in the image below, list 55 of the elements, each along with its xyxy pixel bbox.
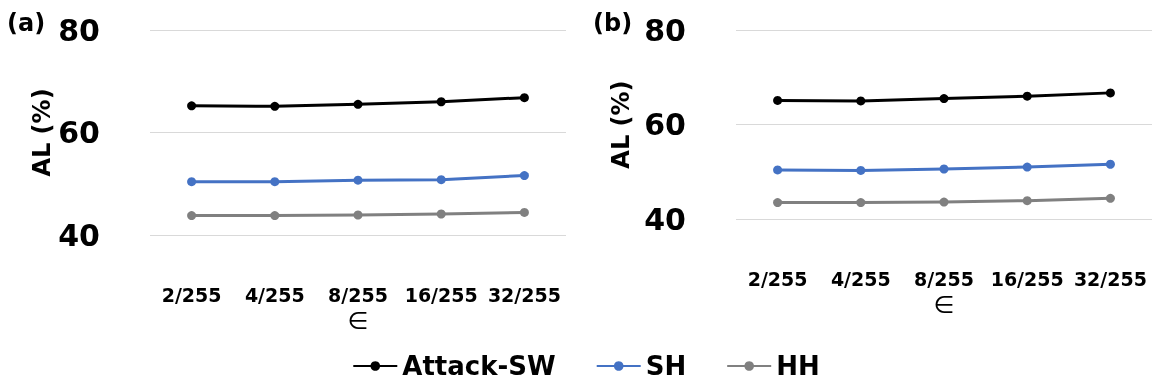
point [1022, 196, 1032, 206]
point [939, 94, 949, 104]
point [1105, 159, 1115, 169]
point [1022, 162, 1032, 172]
x-tick-label: 16/255 [990, 267, 1064, 290]
point [856, 198, 866, 208]
x-axis-title: ∈ [933, 291, 955, 319]
legend-label: Attack-SW [402, 351, 556, 381]
point [773, 198, 783, 208]
point [519, 171, 529, 181]
point [773, 165, 783, 175]
point [519, 93, 529, 103]
point [519, 207, 529, 217]
point [187, 211, 197, 221]
y-tick-label: 60 [644, 107, 686, 143]
y-tick-label: 80 [644, 12, 686, 48]
y-tick-label: 40 [644, 201, 686, 237]
chart-title: (b) [593, 9, 633, 37]
point [856, 165, 866, 175]
point [270, 211, 280, 221]
legend-label: SH [645, 351, 687, 381]
x-tick-label: 16/255 [404, 283, 478, 306]
point [436, 209, 446, 219]
x-tick-label: 32/255 [1073, 267, 1147, 290]
x-tick-label: 4/255 [244, 283, 305, 306]
y-tick-label: 80 [58, 12, 100, 48]
y-axis-title: AL (%) [607, 80, 636, 169]
x-axis-title: ∈ [347, 306, 369, 335]
point [773, 95, 783, 105]
y-tick-label: 40 [58, 217, 100, 253]
x-tick-label: 8/255 [914, 267, 974, 290]
point [270, 101, 280, 111]
point [187, 101, 197, 111]
x-tick-label: 2/255 [747, 267, 808, 290]
point [353, 210, 363, 220]
point [1105, 193, 1115, 203]
point [187, 177, 197, 187]
point [939, 164, 949, 174]
y-axis-title: AL (%) [28, 88, 57, 177]
point [939, 197, 949, 207]
x-tick-label: 2/255 [161, 283, 222, 306]
x-tick-label: 4/255 [830, 267, 891, 290]
y-tick-label: 60 [58, 115, 100, 150]
point [1022, 91, 1032, 101]
point [436, 97, 446, 107]
point [436, 175, 446, 185]
legend-label: HH [776, 351, 820, 381]
point [353, 99, 363, 109]
x-tick-label: 32/255 [487, 283, 561, 306]
point [1105, 88, 1115, 98]
point [353, 175, 363, 185]
point [270, 177, 280, 187]
point [856, 96, 866, 106]
chart-title: (a) [7, 9, 46, 37]
x-tick-label: 8/255 [328, 283, 388, 306]
